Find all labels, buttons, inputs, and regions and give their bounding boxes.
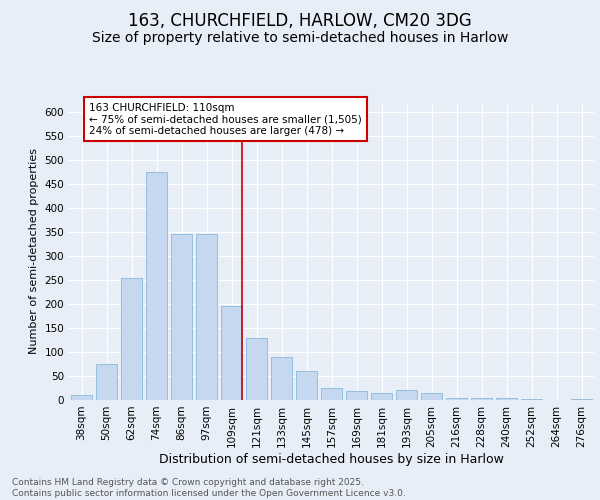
- Bar: [346, 392, 367, 400]
- Text: Size of property relative to semi-detached houses in Harlow: Size of property relative to semi-detach…: [92, 31, 508, 45]
- Bar: [146, 172, 167, 400]
- Bar: [296, 371, 317, 400]
- Bar: [121, 278, 142, 400]
- Bar: [196, 234, 217, 400]
- Bar: [321, 388, 342, 400]
- Text: Contains HM Land Registry data © Crown copyright and database right 2025.
Contai: Contains HM Land Registry data © Crown c…: [12, 478, 406, 498]
- Bar: [246, 338, 267, 400]
- X-axis label: Distribution of semi-detached houses by size in Harlow: Distribution of semi-detached houses by …: [159, 452, 504, 466]
- Bar: [521, 398, 542, 400]
- Text: 163, CHURCHFIELD, HARLOW, CM20 3DG: 163, CHURCHFIELD, HARLOW, CM20 3DG: [128, 12, 472, 30]
- Y-axis label: Number of semi-detached properties: Number of semi-detached properties: [29, 148, 39, 354]
- Bar: [496, 398, 517, 400]
- Bar: [71, 395, 92, 400]
- Text: 163 CHURCHFIELD: 110sqm
← 75% of semi-detached houses are smaller (1,505)
24% of: 163 CHURCHFIELD: 110sqm ← 75% of semi-de…: [89, 102, 362, 136]
- Bar: [471, 398, 492, 400]
- Bar: [221, 306, 242, 400]
- Bar: [271, 357, 292, 400]
- Bar: [396, 390, 417, 400]
- Bar: [371, 393, 392, 400]
- Bar: [421, 393, 442, 400]
- Bar: [446, 398, 467, 400]
- Bar: [571, 398, 592, 400]
- Bar: [96, 364, 117, 400]
- Bar: [171, 234, 192, 400]
